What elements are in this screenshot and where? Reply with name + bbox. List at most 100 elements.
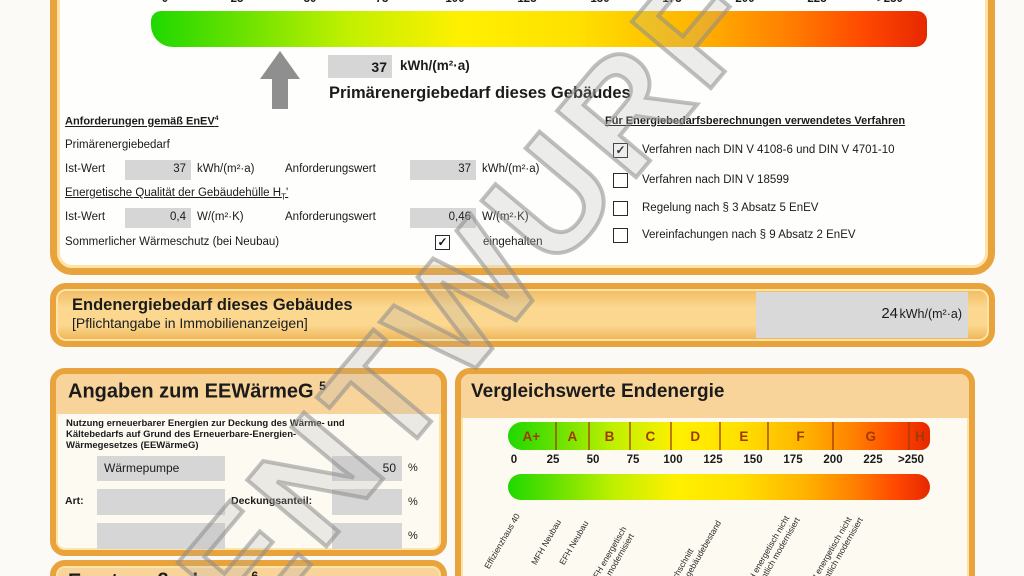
primary-value-box: 37 bbox=[328, 55, 392, 78]
energy-class-band: A+ A B C D E F G H bbox=[508, 422, 930, 450]
verfahren-checkbox-2[interactable] bbox=[613, 173, 628, 188]
scale-tick: 125 bbox=[703, 454, 723, 466]
verfahren-item-3: Regelung nach § 3 Absatz 5 EnEV bbox=[642, 202, 819, 214]
anforderungswert-unit-2: W/(m²·K) bbox=[482, 211, 529, 223]
vergleichswerte-header-band bbox=[461, 374, 969, 418]
energy-type-value: Wärmepumpe bbox=[104, 461, 180, 475]
scale-tick: 200 bbox=[823, 454, 843, 466]
ist-wert-label: Ist-Wert bbox=[65, 163, 106, 175]
ist-wert-value: 37 bbox=[173, 163, 186, 175]
vergleichswerte-heading: Vergleichswerte Endenergie bbox=[471, 381, 725, 402]
energy-type-field-3[interactable] bbox=[97, 523, 225, 549]
verfahren-checkbox-4[interactable] bbox=[613, 228, 628, 243]
verfahren-item-4: Vereinfachungen nach § 9 Absatz 2 EnEV bbox=[642, 229, 856, 241]
primary-energy-scale-bar bbox=[151, 11, 927, 47]
footnote-6: 6 bbox=[251, 569, 259, 576]
banner-title: Endenergiebedarf dieses Gebäudes bbox=[72, 296, 353, 314]
ist-wert-unit-2: W/(m²·K) bbox=[197, 211, 244, 223]
scale-tick: 0 bbox=[162, 0, 168, 5]
art-label: Art: bbox=[65, 495, 84, 507]
class-c: C bbox=[631, 422, 672, 450]
verfahren-heading: Für Energiebedarfsberechnungen verwendet… bbox=[605, 115, 906, 127]
class-e: E bbox=[721, 422, 770, 450]
class-g: G bbox=[834, 422, 910, 450]
primary-value: 37 bbox=[371, 59, 387, 75]
verfahren-item-1: Verfahren nach DIN V 4108-6 und DIN V 47… bbox=[642, 144, 895, 156]
scale-tick: 175 bbox=[662, 0, 681, 5]
summer-protection-checkbox[interactable]: ✓ bbox=[435, 235, 450, 250]
energy-type-field-2[interactable] bbox=[97, 489, 225, 515]
verfahren-item-2: Verfahren nach DIN V 18599 bbox=[642, 174, 790, 186]
eewaermeg-description: Nutzung erneuerbarer Energien zur Deckun… bbox=[66, 418, 345, 451]
subscript-T: T bbox=[281, 192, 287, 202]
primary-demand-label: Primärenergiebedarf bbox=[65, 139, 170, 151]
eewaermeg-panel: Angaben zum EEWärmeG 5 Nutzung erneuerba… bbox=[50, 368, 447, 556]
ist-wert-label-2: Ist-Wert bbox=[65, 211, 106, 223]
scale-tick: 75 bbox=[626, 454, 640, 466]
scale-tick: 50 bbox=[304, 0, 317, 5]
vergleich-scale-bar bbox=[508, 474, 930, 500]
comparison-label-efh-gut-modernisiert: EFH energetisch gut modernisiert bbox=[588, 524, 636, 576]
endenergie-banner: Endenergiebedarf dieses Gebäudes [Pflich… bbox=[50, 283, 995, 347]
anforderungswert-unit: kWh/(m²·a) bbox=[482, 163, 540, 175]
class-a-plus: A+ bbox=[508, 422, 557, 450]
deckungsanteil-label: Deckungsanteil: bbox=[231, 495, 313, 507]
comparison-label-effizienzhaus40: Effizienzhaus 40 bbox=[482, 511, 522, 571]
class-b: B bbox=[590, 422, 631, 450]
share-field-1[interactable]: 50 bbox=[332, 456, 402, 481]
primary-unit: kWh/(m²·a) bbox=[400, 58, 470, 73]
scale-tick: >250 bbox=[877, 0, 903, 5]
eewaermeg-heading: Angaben zum EEWärmeG 5 bbox=[68, 379, 327, 403]
summer-protection-label: Sommerlicher Wärmeschutz (bei Neubau) bbox=[65, 236, 280, 248]
ist-wert-field-2[interactable]: 0,4 bbox=[125, 208, 191, 228]
class-f: F bbox=[769, 422, 834, 450]
primary-section-title: Primärenergiebedarf dieses Gebäudes bbox=[329, 84, 631, 102]
scale-tick: 150 bbox=[743, 454, 763, 466]
class-d: D bbox=[672, 422, 721, 450]
scale-tick: 75 bbox=[376, 0, 389, 5]
anforderungswert-field[interactable]: 37 bbox=[410, 160, 476, 180]
anforderungswert-value: 37 bbox=[458, 163, 471, 175]
endenergie-unit: kWh/(m²·a) bbox=[899, 307, 963, 321]
energy-type-field-1[interactable]: Wärmepumpe bbox=[97, 456, 225, 481]
share-field-3[interactable] bbox=[332, 523, 402, 549]
comparison-label-durchschnitt: Durchschnitt Wohngebäudebestand bbox=[663, 518, 723, 576]
comparison-label-efh-neubau: EFH Neubau bbox=[557, 518, 591, 567]
scale-tick: 200 bbox=[735, 0, 754, 5]
envelope-quality-heading: Energetische Qualität der Gebäudehülle H… bbox=[65, 187, 289, 202]
scale-tick: 225 bbox=[807, 0, 826, 5]
check-icon: ✓ bbox=[615, 143, 626, 157]
footnote-4: 4 bbox=[214, 115, 219, 122]
anforderungswert-field-2[interactable]: 0,46 bbox=[410, 208, 476, 228]
share-field-2[interactable] bbox=[332, 489, 402, 515]
ersatzmassnahmen-heading: Ersatzmaßnahmen 6 bbox=[68, 569, 258, 576]
scale-tick: 150 bbox=[590, 0, 609, 5]
footnote-5: 5 bbox=[319, 379, 327, 393]
check-icon: ✓ bbox=[437, 235, 448, 249]
class-a: A bbox=[557, 422, 590, 450]
ist-wert-unit: kWh/(m²·a) bbox=[197, 163, 255, 175]
banner-subtitle: [Pflichtangabe in Immobilienanzeigen] bbox=[72, 315, 308, 331]
summer-protection-value: eingehalten bbox=[483, 236, 543, 248]
ist-wert-field[interactable]: 37 bbox=[125, 160, 191, 180]
verfahren-checkbox-3[interactable] bbox=[613, 201, 628, 216]
scale-tick: 125 bbox=[517, 0, 536, 5]
primary-energy-panel: 0 25 50 75 100 125 150 175 200 225 >250 … bbox=[50, 0, 995, 275]
class-h: H bbox=[914, 428, 925, 444]
scale-tick: 25 bbox=[231, 0, 244, 5]
anforderungswert-label-2: Anforderungswert bbox=[285, 211, 376, 223]
verfahren-checkbox-1[interactable]: ✓ bbox=[613, 143, 628, 158]
ersatzmassnahmen-panel: Ersatzmaßnahmen 6 bbox=[50, 560, 447, 576]
scale-tick: 100 bbox=[445, 0, 464, 5]
endenergie-value-box: 24 kWh/(m²·a) bbox=[756, 292, 968, 338]
scale-tick: 100 bbox=[663, 454, 683, 466]
percent-sign-3: % bbox=[408, 530, 418, 542]
scale-tick: 50 bbox=[586, 454, 600, 466]
vergleichswerte-panel: Vergleichswerte Endenergie A+ A B C D E … bbox=[455, 368, 975, 576]
ist-wert-value-2: 0,4 bbox=[170, 211, 186, 223]
percent-sign-1: % bbox=[408, 462, 418, 474]
eewaermeg-header-band bbox=[56, 374, 441, 414]
scale-tick: >250 bbox=[898, 454, 924, 466]
scale-tick: 225 bbox=[863, 454, 883, 466]
